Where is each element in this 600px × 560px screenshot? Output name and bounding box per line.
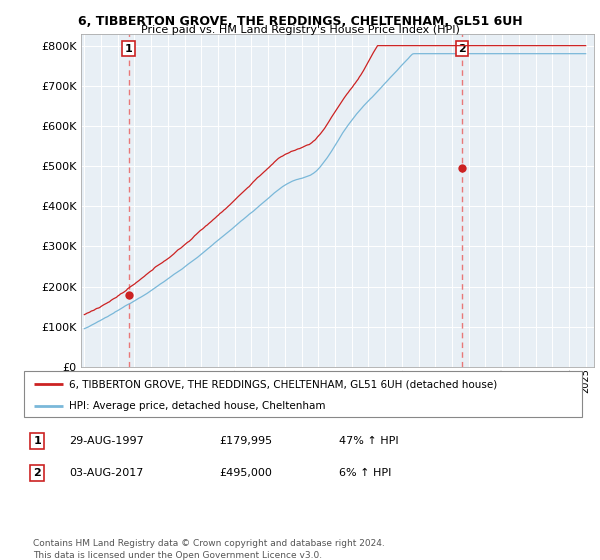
Text: 1: 1: [34, 436, 41, 446]
Text: 1: 1: [125, 44, 133, 54]
Text: 6% ↑ HPI: 6% ↑ HPI: [339, 468, 391, 478]
FancyBboxPatch shape: [24, 371, 582, 417]
Text: 03-AUG-2017: 03-AUG-2017: [69, 468, 143, 478]
Text: 47% ↑ HPI: 47% ↑ HPI: [339, 436, 398, 446]
Text: £179,995: £179,995: [219, 436, 272, 446]
Text: 2: 2: [458, 44, 466, 54]
Text: 2: 2: [34, 468, 41, 478]
Text: Price paid vs. HM Land Registry's House Price Index (HPI): Price paid vs. HM Land Registry's House …: [140, 25, 460, 35]
Text: 6, TIBBERTON GROVE, THE REDDINGS, CHELTENHAM, GL51 6UH (detached house): 6, TIBBERTON GROVE, THE REDDINGS, CHELTE…: [68, 379, 497, 389]
Text: Contains HM Land Registry data © Crown copyright and database right 2024.
This d: Contains HM Land Registry data © Crown c…: [33, 539, 385, 559]
Text: 29-AUG-1997: 29-AUG-1997: [69, 436, 144, 446]
Text: £495,000: £495,000: [219, 468, 272, 478]
Text: HPI: Average price, detached house, Cheltenham: HPI: Average price, detached house, Chel…: [68, 401, 325, 411]
Text: 6, TIBBERTON GROVE, THE REDDINGS, CHELTENHAM, GL51 6UH: 6, TIBBERTON GROVE, THE REDDINGS, CHELTE…: [77, 15, 523, 27]
